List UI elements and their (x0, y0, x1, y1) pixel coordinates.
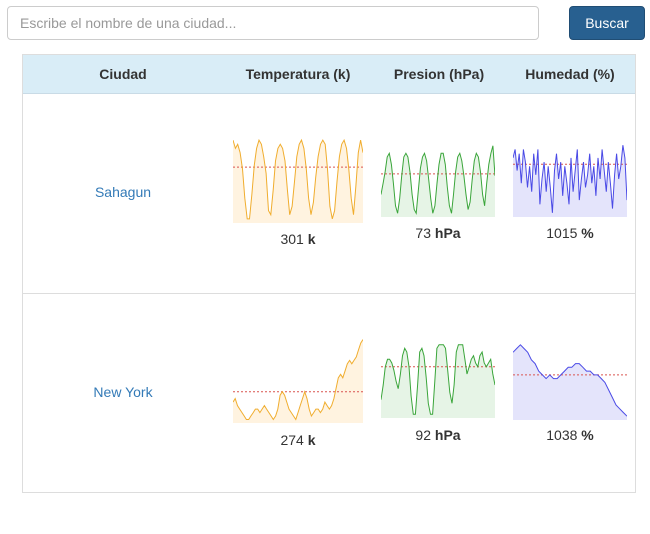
chart-series-line (513, 145, 627, 213)
temperature-value: 301 k (280, 231, 316, 247)
temperature-value: 274 k (280, 432, 316, 448)
chart-series-line (513, 344, 627, 417)
temperature-chart (233, 138, 363, 223)
header-city: Ciudad (99, 66, 147, 82)
table-header: Ciudad Temperatura (k) Presion (hPa) Hum… (23, 55, 635, 94)
chart-area (233, 140, 363, 223)
pressure-value: 73 hPa (415, 225, 461, 241)
header-humidity: Humedad (%) (525, 66, 615, 82)
pressure-chart (381, 145, 495, 217)
humidity-value: 1038 % (546, 427, 594, 443)
chart-area (381, 344, 495, 418)
table-row: New York 274 k 92 hPa 1038 % (23, 294, 635, 492)
humidity-chart (513, 344, 627, 420)
humidity-value: 1015 % (546, 225, 594, 241)
pressure-value: 92 hPa (415, 427, 461, 443)
chart-series-line (233, 138, 363, 220)
city-search-input[interactable] (7, 6, 539, 40)
chart-series-line (381, 145, 495, 216)
chart-area (233, 339, 363, 423)
chart-series-line (233, 339, 363, 421)
chart-series-line (381, 344, 495, 415)
chart-area (513, 344, 627, 420)
humidity-chart (513, 145, 627, 217)
search-bar: Buscar (7, 6, 647, 42)
search-button[interactable]: Buscar (569, 6, 645, 40)
header-temperature: Temperatura (k) (245, 66, 351, 82)
temperature-chart (233, 339, 363, 423)
weather-table: Ciudad Temperatura (k) Presion (hPa) Hum… (22, 54, 636, 493)
header-pressure: Presion (hPa) (393, 66, 485, 82)
city-link-sahagun[interactable]: Sahagun (94, 184, 152, 200)
pressure-chart (381, 344, 495, 418)
table-row: Sahagun 301 k 73 hPa 1015 % (23, 94, 635, 294)
city-link-new-york[interactable]: New York (93, 384, 153, 400)
